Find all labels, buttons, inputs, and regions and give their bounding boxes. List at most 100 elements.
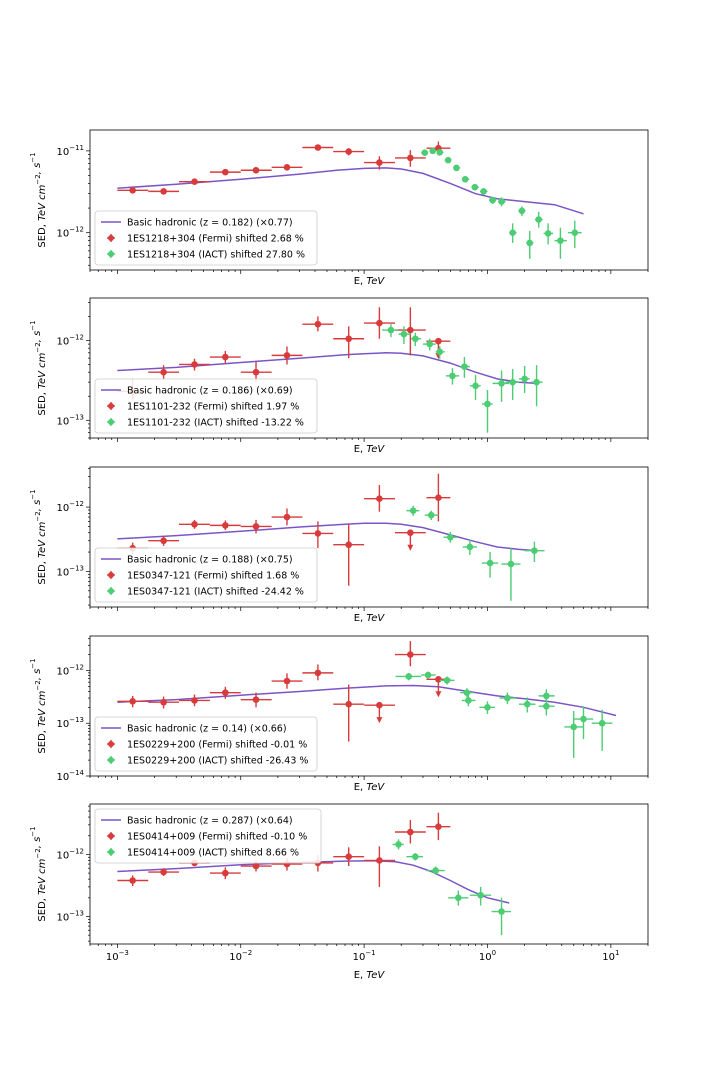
legend-iact-swatch — [107, 587, 115, 595]
fermi-data-point — [209, 686, 241, 699]
marker — [447, 533, 454, 541]
iact-data-point — [422, 338, 436, 351]
legend-label: 1ES0347-121 (Fermi) shifted 1.68 % — [127, 571, 299, 582]
x-tick-label: 10−2 — [229, 949, 252, 963]
x-tick-label: 100 — [479, 949, 496, 963]
x-tick-label: 10−3 — [106, 949, 129, 963]
marker — [407, 154, 414, 162]
legend-box — [94, 808, 322, 864]
marker — [191, 178, 198, 186]
y-tick-label: 10−13 — [56, 564, 84, 578]
y-axis-label: SED, TeV cm−2, s−1 — [29, 658, 48, 753]
fermi-data-point — [148, 696, 180, 709]
marker — [160, 368, 167, 376]
marker — [443, 677, 451, 684]
marker — [498, 198, 505, 205]
marker — [465, 697, 472, 704]
fermi-data-point — [209, 520, 241, 531]
marker — [345, 335, 353, 343]
iact-data-point — [518, 206, 526, 216]
marker — [489, 196, 496, 204]
marker — [521, 375, 528, 383]
iact-data-point — [453, 164, 461, 172]
legend-box — [94, 210, 318, 266]
marker — [407, 326, 414, 334]
y-tick-label: 10−14 — [56, 769, 84, 783]
marker — [160, 188, 167, 195]
iact-data-point — [443, 532, 458, 543]
iact-data-point — [424, 510, 439, 521]
marker — [570, 723, 578, 731]
fermi-data-point — [271, 346, 303, 365]
marker — [283, 677, 291, 685]
iact-data-point — [491, 897, 511, 936]
marker — [222, 689, 229, 696]
marker — [498, 908, 505, 915]
iact-data-point — [395, 672, 422, 681]
iact-data-point — [444, 156, 452, 164]
iact-data-point — [382, 324, 399, 338]
fermi-data-point — [395, 819, 426, 844]
legend: Basic hadronic (z = 0.182) (×0.77) 1ES121… — [94, 210, 318, 266]
iact-data-point — [492, 370, 510, 402]
model-curve — [117, 860, 510, 904]
legend-label: 1ES0229+200 (IACT) shifted -26.43 % — [127, 756, 308, 767]
fermi-data-point — [302, 521, 334, 549]
fermi-data-point — [302, 664, 334, 681]
fermi-data-point — [333, 847, 365, 867]
fermi-data-point — [364, 307, 396, 339]
marker — [509, 229, 516, 236]
iact-data-point — [509, 223, 517, 243]
marker — [432, 867, 439, 874]
iact-data-point — [538, 698, 555, 716]
iact-data-point — [505, 368, 519, 400]
legend: Basic hadronic (z = 0.188) (×0.75) 1ES034… — [94, 547, 318, 603]
iact-data-point — [411, 332, 422, 347]
marker — [509, 378, 516, 386]
marker — [435, 494, 442, 501]
iact-data-point — [471, 183, 479, 191]
iact-data-point — [435, 346, 445, 359]
fermi-data-point — [271, 508, 303, 526]
y-tick-label: 10−13 — [56, 909, 84, 923]
iact-data-point — [460, 357, 470, 378]
marker — [507, 560, 515, 568]
legend: Basic hadronic (z = 0.287) (×0.64) 1ES041… — [94, 808, 322, 864]
legend-label: 1ES1218+304 (IACT) shifted 27.80 % — [127, 250, 305, 261]
marker — [387, 326, 395, 334]
y-tick-label: 10−12 — [56, 500, 84, 514]
marker — [405, 673, 413, 680]
model-curve — [117, 352, 537, 385]
legend-iact-swatch — [107, 250, 115, 258]
marker — [421, 149, 429, 157]
iact-data-point — [481, 552, 499, 578]
fermi-data-point — [364, 156, 396, 170]
marker — [252, 368, 260, 376]
marker — [191, 521, 198, 528]
iact-data-point — [421, 149, 429, 157]
plot-area — [117, 307, 543, 433]
y-tick-label: 10−12 — [56, 847, 84, 861]
axes-frame — [89, 129, 649, 271]
legend-fermi-swatch — [107, 571, 115, 579]
iact-data-point — [526, 230, 534, 259]
marker — [222, 168, 229, 176]
fermi-data-point — [240, 692, 272, 708]
y-tick-label: 10−12 — [56, 333, 84, 347]
legend: Basic hadronic (z = 0.14) (×0.66) 1ES0229… — [94, 716, 318, 772]
legend-label: Basic hadronic (z = 0.186) (×0.69) — [127, 386, 293, 397]
model-curve — [117, 684, 617, 717]
legend-iact-swatch — [107, 848, 115, 856]
upper-limit-arrowhead — [376, 717, 383, 724]
fermi-data-point — [364, 485, 396, 512]
legend-iact-swatch — [107, 418, 115, 426]
legend-label: Basic hadronic (z = 0.182) (×0.77) — [127, 218, 293, 229]
marker — [477, 891, 484, 899]
fermi-data-point — [333, 326, 365, 359]
x-axis-label: E, TeV — [354, 444, 386, 455]
marker — [571, 229, 579, 236]
panel-2: 10−13 10−12 E, TeV SED, TeV cm−2, s−1 Basic … — [29, 297, 649, 455]
marker — [412, 853, 419, 860]
fermi-data-point — [179, 694, 210, 707]
